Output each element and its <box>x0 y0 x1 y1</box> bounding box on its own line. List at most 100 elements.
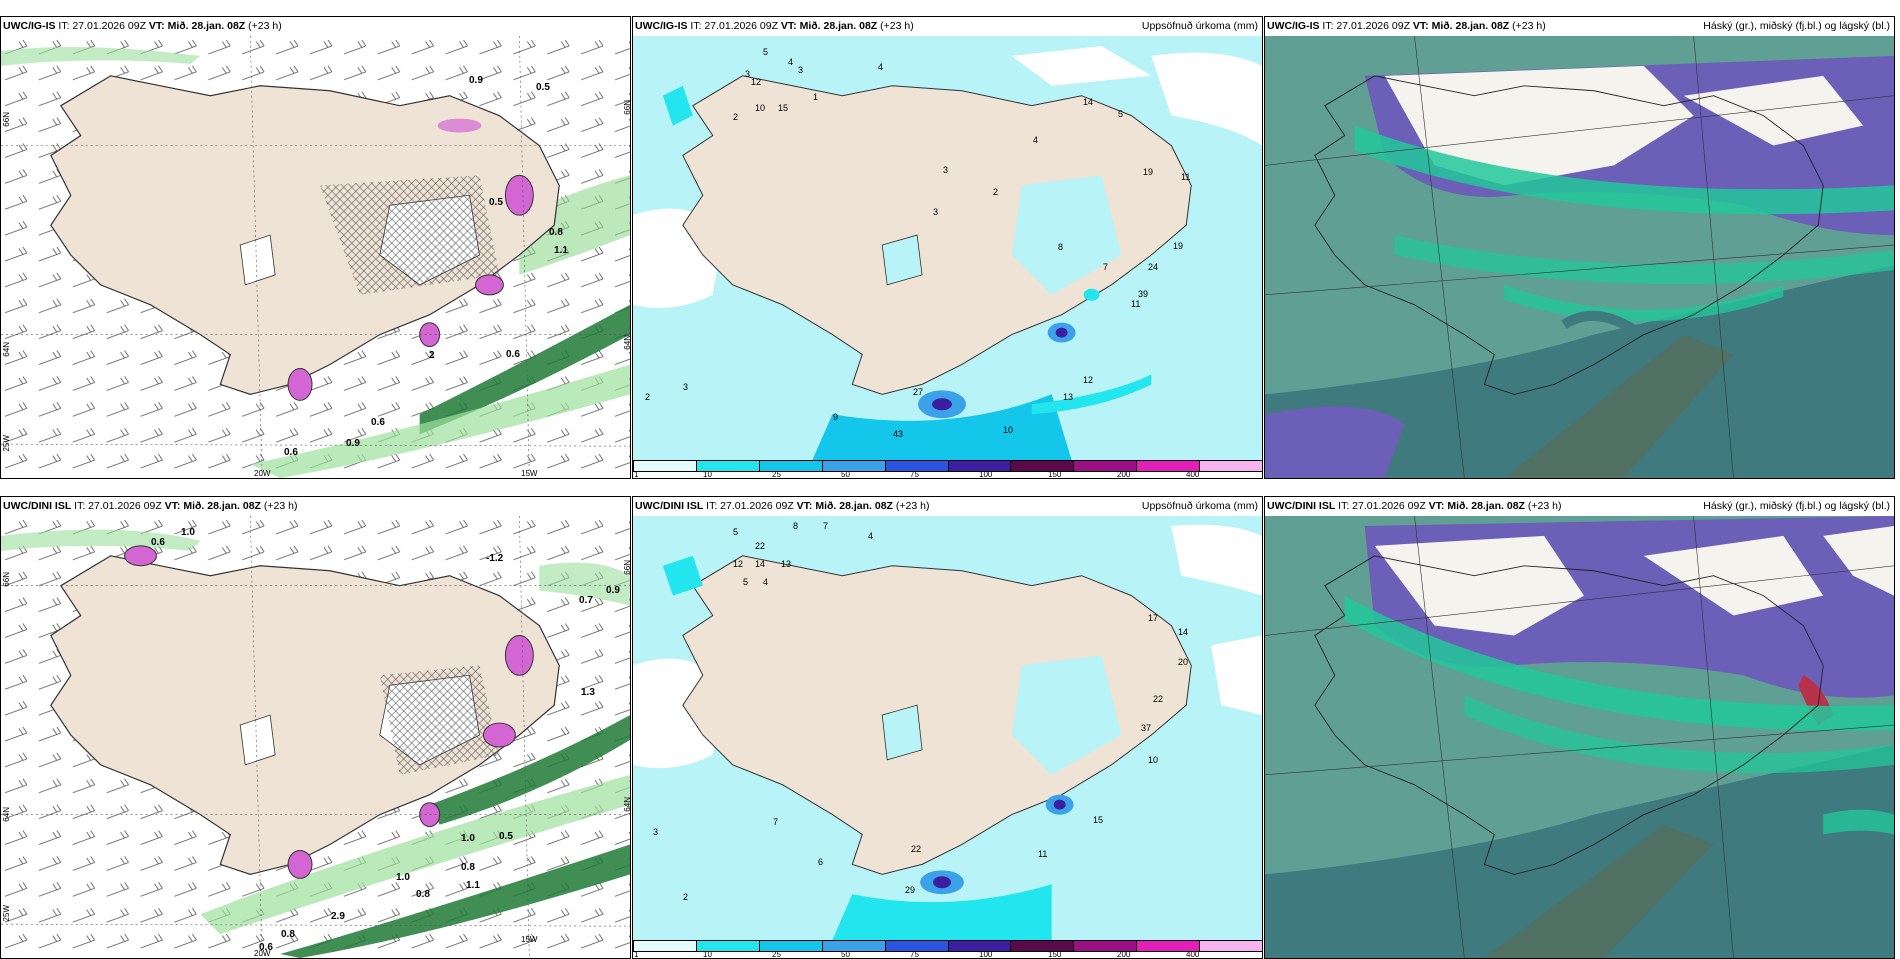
lead-time: (+23 h) <box>1512 20 1546 32</box>
precip-value: 43 <box>893 429 904 439</box>
value-label: 2 <box>429 350 435 361</box>
cloud-map <box>1265 516 1894 958</box>
cloud-map-svg <box>1265 516 1894 958</box>
valid-time: VT: Mið. 28.jan. 08Z <box>164 500 261 512</box>
precip-value: 7 <box>1103 262 1109 272</box>
initial-time: IT: 27.01.2026 09Z <box>1322 20 1410 32</box>
panel-title: Uppsöfnuð úrkoma (mm) <box>1141 20 1258 32</box>
precip-value: 4 <box>868 531 874 541</box>
precip-value: 5 <box>763 47 769 57</box>
precip-value: 7 <box>773 817 779 827</box>
precip-value: 4 <box>788 57 794 67</box>
wind-map <box>1 516 630 958</box>
lat-label-66n: 66N <box>2 572 11 587</box>
value-label: 0.9 <box>469 75 483 86</box>
wind-barbs-map-svg <box>1 36 630 478</box>
precip-value: 12 <box>733 559 744 569</box>
precip-value: 22 <box>911 844 922 854</box>
value-label: 0.6 <box>506 349 520 360</box>
panel-precip-accum-dini: UWC/DINI ISL IT: 27.01.2026 09Z VT: Mið.… <box>632 496 1263 959</box>
panel-header: UWC/DINI ISL IT: 27.01.2026 09Z VT: Mið.… <box>633 497 1262 516</box>
precip-value: 8 <box>793 521 799 531</box>
initial-time: IT: 27.01.2026 09Z <box>1338 500 1426 512</box>
value-label: 0.9 <box>606 585 620 596</box>
colorbar-swatch <box>633 461 696 471</box>
precip-value: 27 <box>913 387 924 397</box>
precip-value: 3 <box>933 207 939 217</box>
colorbar-label: 150 <box>1048 950 1062 959</box>
model-name: UWC/IG-IS <box>635 20 688 32</box>
colorbar-swatch <box>1136 461 1200 471</box>
lead-time: (+23 h) <box>248 20 282 32</box>
lead-time: (+23 h) <box>1527 500 1562 512</box>
precip-value: 22 <box>755 541 766 551</box>
colorbar-swatch <box>1010 461 1074 471</box>
precip-map-svg <box>633 36 1262 460</box>
lat-label-66n: 66N <box>2 112 11 127</box>
lon-label-25w: 25W <box>2 905 11 922</box>
precip-map <box>633 516 1262 940</box>
precip-value: 39 <box>1138 289 1149 299</box>
initial-time: IT: 27.01.2026 09Z <box>58 20 146 32</box>
valid-time: VT: Mið. 28.jan. 08Z <box>1412 20 1510 32</box>
value-label: 1.0 <box>181 527 195 538</box>
value-label: 0.6 <box>259 942 273 953</box>
precip-value: 3 <box>798 65 804 75</box>
colorbar-label: 200 <box>1117 470 1131 479</box>
model-name: UWC/DINI ISL <box>1267 500 1336 512</box>
panel-wind-precip-dini: UWC/DINI ISL IT: 27.01.2026 09Z VT: Mið.… <box>0 496 631 959</box>
precip-value: 10 <box>1148 755 1159 765</box>
precip-value: 2 <box>993 187 999 197</box>
precip-value: 11 <box>1131 299 1141 309</box>
value-label: 0.9 <box>346 438 360 449</box>
colorbar-label: 25 <box>772 950 781 959</box>
wind-barbs-map-svg <box>1 516 630 958</box>
colorbar-swatch <box>947 941 1011 951</box>
precip-value: 15 <box>778 103 789 113</box>
precip-value: 3 <box>683 382 689 392</box>
precip-value: 17 <box>1148 613 1159 623</box>
colorbar-swatch <box>758 461 822 471</box>
precip-value: 3 <box>745 69 751 79</box>
colorbar-swatch <box>1073 461 1137 471</box>
value-label: 0.6 <box>371 417 385 428</box>
lon-label-25w: 25W <box>2 435 11 452</box>
precip-value: 1 <box>813 92 819 102</box>
valid-time: VT: Mið. 28.jan. 08Z <box>148 20 246 32</box>
precip-value: 19 <box>1173 241 1184 251</box>
colorbar-swatch <box>758 941 822 951</box>
lat-label-right-64n: 64N <box>623 335 631 350</box>
precip-value: 3 <box>943 165 949 175</box>
precip-value: 14 <box>755 559 766 569</box>
colorbar-swatch <box>1010 941 1074 951</box>
colorbar-label: 50 <box>841 470 850 479</box>
precip-value: 11 <box>1038 849 1048 859</box>
model-name: UWC/DINI ISL <box>635 500 704 512</box>
colorbar-label: 400 <box>1186 950 1200 959</box>
value-label: 0.8 <box>549 227 563 238</box>
colorbar-swatches <box>633 460 1262 472</box>
cloud-map <box>1265 36 1894 478</box>
precip-value: 22 <box>1153 694 1164 704</box>
colorbar-label: 75 <box>910 950 919 959</box>
precip-value: 4 <box>763 577 769 587</box>
colorbar-swatch <box>633 941 696 951</box>
precip-value: 7 <box>823 521 829 531</box>
precip-colorbar: 1 10 25 50 75 100 150 200 400 <box>633 460 1262 478</box>
panel-title: Háský (gr.), miðský (fj.bl.) og lágský (… <box>1703 500 1890 512</box>
precip-value: 13 <box>781 559 792 569</box>
valid-time: VT: Mið. 28.jan. 08Z <box>796 500 893 512</box>
colorbar-swatch <box>695 461 759 471</box>
precip-value: 10 <box>1003 425 1014 435</box>
model-name: UWC/IG-IS <box>3 20 56 32</box>
panel-clouds-igis: UWC/IG-IS IT: 27.01.2026 09Z VT: Mið. 28… <box>1264 16 1895 479</box>
valid-time: VT: Mið. 28.jan. 08Z <box>1428 500 1525 512</box>
precip-value: 8 <box>1058 242 1064 252</box>
wind-map <box>1 36 630 478</box>
colorbar-label: 100 <box>979 950 993 959</box>
lon-label-15w: 15W <box>521 935 538 944</box>
panel-header: UWC/DINI ISL IT: 27.01.2026 09Z VT: Mið.… <box>1265 497 1894 516</box>
value-label: 0.8 <box>281 929 295 940</box>
colorbar-label: 75 <box>910 470 919 479</box>
panel-precip-accum-igis: UWC/IG-IS IT: 27.01.2026 09Z VT: Mið. 28… <box>632 16 1263 479</box>
